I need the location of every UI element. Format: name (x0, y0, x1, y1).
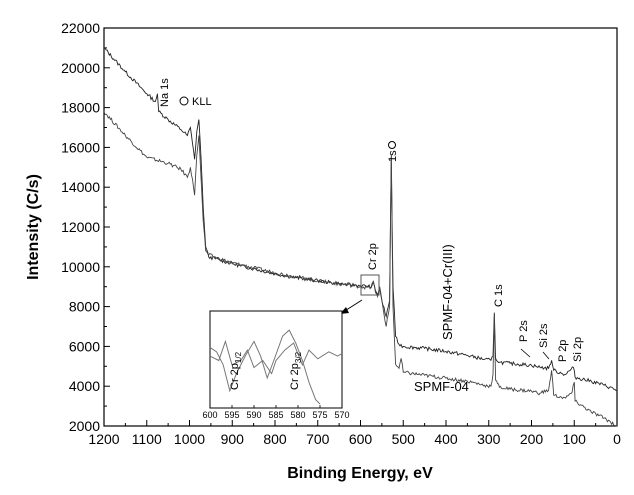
y-tick-label: 10000 (61, 259, 100, 275)
annotation-p-2p: P 2p (557, 340, 569, 362)
y-tick-label: 12000 (61, 219, 100, 235)
inset-frame (209, 310, 343, 409)
y-axis: 2000 4000 6000 8000 10000 12000 14000 16000 1800… (61, 20, 110, 434)
inset-series-line (209, 329, 321, 405)
series-label-spmf-04: SPMF-04 (414, 379, 469, 394)
series-label-spmf-04-cr: SPMF-04+Cr(III) (440, 244, 455, 340)
inset-x-tick-label: 585 (268, 410, 283, 420)
x-tick-label: 200 (520, 431, 544, 447)
zoom-region-box (360, 274, 380, 296)
y-axis-label: Intensity (C/s) (25, 174, 42, 280)
x-tick-label: 1100 (132, 431, 162, 447)
o-1s-circle-icon (388, 141, 396, 149)
plot-frame (103, 27, 618, 427)
x-tick-label: 0 (613, 431, 621, 447)
annotation-c-1s: C 1s (493, 284, 505, 307)
si-2s-leader (542, 351, 550, 360)
annotation-layer: Na 1s KLL 1s Cr 2p SPMF-04+Cr(III) SPMF-04 C 1… (159, 78, 584, 394)
inset-x-tick-label: 590 (246, 410, 261, 420)
x-tick-label: 1000 (174, 431, 205, 447)
y-tick-label: 8000 (69, 299, 100, 315)
inset-series-line (209, 339, 343, 375)
p-2s-leader (520, 348, 531, 358)
x-tick-label: 500 (392, 431, 416, 447)
x-tick-label: 100 (563, 431, 587, 447)
x-tick-label: 300 (477, 431, 501, 447)
x-axis: 1200 1100 1000 900 800 700 600 500 400 300 200 100 0 (88, 420, 621, 447)
x-tick-label: 1200 (88, 431, 119, 447)
y-tick-label: 6000 (69, 338, 100, 354)
annotation-p-2s: P 2s (518, 320, 530, 342)
inset-x-tick-label: 575 (312, 410, 327, 420)
y-tick-label: 2000 (69, 418, 100, 434)
annotation-si-2s: Si 2s (538, 323, 550, 348)
y-tick-label: 22000 (61, 20, 100, 36)
annotation-o-kll: KLL (192, 96, 212, 108)
y-tick-label: 20000 (61, 60, 100, 76)
annotation-na-1s: Na 1s (159, 78, 171, 107)
inset-x-tick-label: 595 (224, 410, 239, 420)
o-kll-circle-icon (179, 96, 189, 106)
annotation-o-1s: 1s (387, 150, 399, 162)
x-tick-label: 800 (263, 431, 287, 447)
y-tick-label: 4000 (69, 378, 100, 394)
x-tick-label: 400 (434, 431, 458, 447)
y-tick-label: 14000 (61, 179, 100, 195)
inset-x-tick-label: 600 (202, 410, 217, 420)
annotation-si-2p: Si 2p (572, 337, 584, 362)
y-tick-label: 16000 (61, 139, 100, 155)
x-axis-label: Binding Energy, eV (287, 465, 433, 482)
x-tick-label: 600 (349, 431, 373, 447)
x-tick-label: 900 (221, 431, 245, 447)
inset-x-tick-label: 570 (334, 410, 349, 420)
x-tick-label: 700 (306, 431, 330, 447)
annotation-cr-2p: Cr 2p (367, 243, 379, 270)
inset-x-tick-label: 580 (290, 410, 305, 420)
y-tick-label: 18000 (61, 100, 100, 116)
